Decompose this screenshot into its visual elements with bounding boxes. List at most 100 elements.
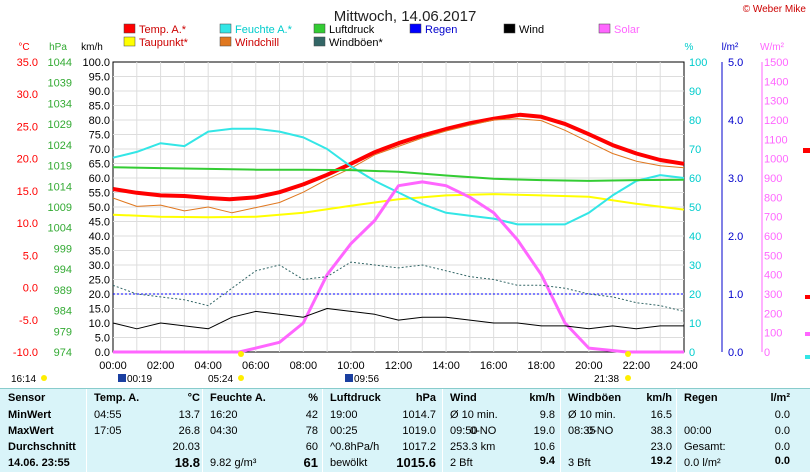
legend-label: Feuchte A.* [235, 24, 293, 36]
stats-header: Sensor [8, 392, 46, 404]
solar-tick-label: 400 [764, 270, 782, 282]
press-tick-label: 1039 [48, 78, 72, 90]
temp-header: Temp. A. [94, 392, 140, 404]
wind-row-value: 19.0 [533, 425, 555, 437]
solar-tick-label: 600 [764, 231, 782, 243]
wind-tick-label: 90.0 [89, 86, 110, 98]
press-tick-label: 1044 [48, 57, 72, 69]
legend-swatch [219, 36, 232, 47]
sunrise-marker: 05:24 [208, 351, 244, 385]
legend-label: Windböen* [329, 37, 384, 49]
wind-row-value: 10.6 [533, 441, 555, 453]
press-tick-label: 1004 [48, 223, 72, 235]
gust-row-value: 38.3 [650, 425, 672, 437]
rain-tick-label: 5.0 [728, 57, 743, 69]
temp-row-value: 18.8 [174, 455, 200, 470]
sun-icon [625, 375, 631, 381]
axis-header-hum: % [685, 42, 694, 53]
series-line [112, 118, 685, 214]
press-tick-label: 1029 [48, 119, 72, 131]
legend-swatch [123, 23, 136, 34]
moonset-text: 09:56 [354, 374, 379, 385]
legend-swatch [313, 23, 326, 34]
rain-header: Regen [684, 392, 718, 404]
stats-row-label: 14.06. 23:55 [8, 457, 70, 469]
x-tick-label: 14:00 [432, 360, 460, 372]
wind-tick-label: 35.0 [89, 246, 110, 258]
sun-icon [41, 375, 47, 381]
temp-tick-label: 35.0 [17, 57, 38, 69]
temp-row-detail: 17:05 [94, 425, 122, 437]
x-tick-label: 06:00 [242, 360, 270, 372]
x-tick-label: 16:00 [480, 360, 508, 372]
rain-row-detail: 00:00 [684, 425, 712, 437]
wind-tick-label: 45.0 [89, 217, 110, 229]
hum-row-value: 60 [305, 441, 318, 453]
wind-row-detail: 09:50 [450, 425, 478, 437]
gust-row-value: 19.2 [650, 455, 672, 467]
wind-tick-label: 15.0 [89, 304, 110, 316]
x-tick-label: 18:00 [527, 360, 555, 372]
press-tick-label: 989 [54, 285, 72, 297]
hum-row-value: 42 [305, 409, 318, 421]
hum-tick-label: 70 [689, 144, 701, 156]
rain-tick-label: 3.0 [728, 173, 743, 185]
copyright-text[interactable]: © Weber Mike [743, 4, 807, 15]
hum-row-value: 61 [303, 455, 318, 470]
gust-row-detail: 08:35 [568, 425, 596, 437]
gust-header: Windböen [568, 392, 622, 404]
temp-tick-label: 10.0 [17, 218, 38, 230]
solar-tick-label: 1200 [764, 115, 788, 127]
legend-swatch [123, 36, 136, 47]
series-line [112, 127, 685, 226]
hum-tick-label: 80 [689, 115, 701, 127]
sunrise-text: 05:24 [208, 374, 233, 385]
wind-tick-label: 95.0 [89, 72, 110, 84]
hum-tick-label: 20 [689, 289, 701, 301]
rain-row-detail: Gesamt: [684, 441, 726, 453]
press-tick-label: 1034 [48, 98, 72, 110]
wind-row-direction: 0-NO [470, 425, 497, 437]
temp-tick-label: -5.0 [19, 315, 38, 327]
series-line [113, 180, 684, 354]
x-tick-label: 00:00 [99, 360, 127, 372]
weather-chart: 00:00 02:00 04:00 06:00 08:00 10:00 12:00 14:00… [11, 4, 810, 385]
gust-row-direction: 0-NO [587, 425, 614, 437]
chart-title: Mittwoch, 14.06.2017 [334, 8, 477, 25]
stats-separator [676, 389, 677, 472]
series-line [112, 112, 685, 202]
wind-header: Wind [450, 392, 477, 404]
wind-row-detail: 2 Bft [450, 457, 473, 469]
wind-tick-label: 25.0 [89, 275, 110, 287]
hum-unit: % [308, 392, 318, 404]
wind-tick-label: 55.0 [89, 188, 110, 200]
press-tick-label: 994 [54, 264, 72, 276]
solar-tick-label: 1300 [764, 96, 788, 108]
solar-tick-label: 0 [764, 347, 770, 359]
wind-tick-label: 85.0 [89, 101, 110, 113]
stats-separator [86, 389, 87, 472]
temp-tick-label: 20.0 [17, 154, 38, 166]
hum-tick-label: 90 [689, 86, 701, 98]
x-tick-label: 04:00 [194, 360, 222, 372]
hum-row-detail: 9.82 g/m³ [210, 457, 257, 469]
axis-header-wind: km/h [81, 42, 103, 53]
moon-icon [118, 374, 126, 382]
x-tick-label: 22:00 [623, 360, 651, 372]
legend-label: Taupunkt* [139, 37, 189, 49]
edge-marker-temp [805, 295, 810, 299]
solar-tick-label: 200 [764, 308, 782, 320]
press-unit: hPa [415, 392, 436, 404]
series-line [112, 166, 685, 182]
press-row-detail: bewölkt [330, 457, 368, 469]
x-tick-label: 10:00 [337, 360, 365, 372]
rain-tick-label: 4.0 [728, 115, 743, 127]
press-row-value: 1019.0 [402, 425, 436, 437]
moonrise-text: 00:19 [127, 374, 152, 385]
axis-header-press: hPa [49, 42, 67, 53]
series-line [112, 193, 685, 219]
temp-tick-label: -10.0 [13, 347, 38, 359]
temp-row-value: 13.7 [178, 409, 200, 421]
hum-tick-label: 30 [689, 260, 701, 272]
wind-row-value: 9.4 [539, 455, 555, 467]
